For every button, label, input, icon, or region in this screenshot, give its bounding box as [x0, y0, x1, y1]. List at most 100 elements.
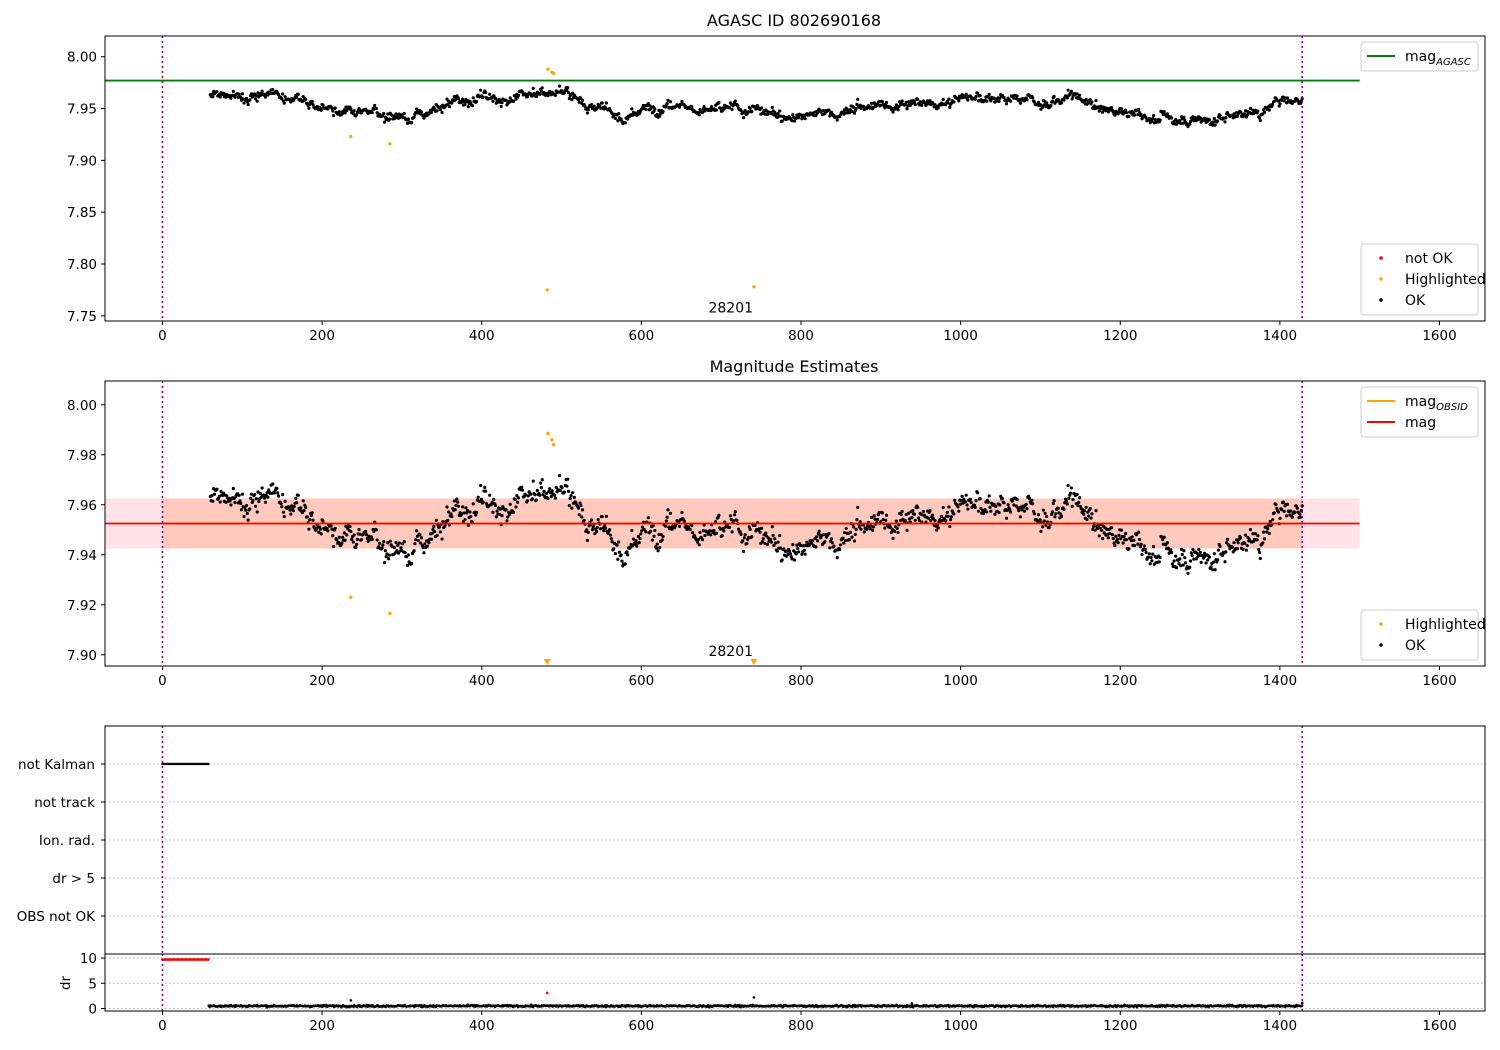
p2-ok-point	[1087, 514, 1091, 518]
p2-ok-point	[862, 530, 866, 534]
p2-ok-point	[750, 535, 754, 539]
p1-ok-point	[352, 109, 356, 113]
p2-ok-point	[651, 524, 655, 528]
p2-ok-point	[566, 489, 571, 493]
p1-ok-point	[1087, 101, 1091, 105]
p2-ok-point	[958, 502, 963, 506]
p2-ok-point	[568, 496, 572, 501]
p2-ok-point	[1243, 541, 1247, 545]
p2-ok-point	[1100, 536, 1105, 541]
p2-ok-point	[542, 489, 546, 494]
p1-ok-point	[488, 92, 492, 96]
p1-ok-point	[311, 102, 315, 107]
p2-ok-point	[393, 551, 397, 555]
p2-ok-point	[868, 527, 872, 531]
p1-ok-point	[233, 95, 237, 99]
p2-ok-point	[534, 498, 539, 502]
p1-ok-point	[852, 111, 857, 115]
p2-ok-point	[352, 533, 356, 537]
p2-ok-point	[1114, 534, 1118, 538]
p2-ok-point	[548, 487, 552, 491]
p2-ok-point	[695, 540, 700, 544]
p2-ok-point	[1064, 499, 1069, 504]
p1-ok-point	[604, 101, 608, 105]
p2-ok-point	[1262, 537, 1267, 541]
p2-ok-point	[1295, 506, 1299, 510]
p2-ok-point	[1197, 547, 1201, 552]
p1-ytick-label: 7.95	[67, 102, 97, 118]
p2-ok-point	[419, 541, 423, 545]
p1-ytick-label: 7.80	[67, 257, 97, 273]
p2-ok-point	[636, 534, 640, 538]
panel1-frame	[104, 35, 1486, 322]
p2-ok-point	[944, 519, 948, 523]
p2-ok-point	[830, 541, 834, 545]
p2-ok-point	[871, 525, 875, 529]
p2-ok-point	[455, 497, 459, 501]
p1-ok-point	[1298, 101, 1303, 105]
p2-highlighted-point	[550, 438, 554, 442]
p2-ok-point	[1151, 552, 1155, 556]
p1-ok-point	[577, 100, 581, 104]
p2-ok-point	[684, 523, 688, 528]
p2-ok-point	[589, 518, 594, 522]
p1-ok-point	[231, 89, 235, 94]
p2-ok-point	[1280, 508, 1284, 512]
p2-ok-point	[354, 545, 358, 550]
p2-ok-point	[1165, 541, 1170, 545]
p2-ok-point	[1271, 518, 1275, 522]
p2-ok-point	[383, 549, 387, 553]
p1-ok-point	[947, 97, 951, 101]
p2-xtick-label: 200	[309, 673, 335, 689]
p2-ok-point	[631, 537, 636, 541]
p2-ok-point	[1096, 524, 1101, 528]
p2-ok-point	[680, 510, 684, 515]
p1-ok-point	[508, 96, 512, 100]
p2-ok-point	[815, 539, 820, 543]
p2-ok-point	[1008, 510, 1013, 514]
p2-ok-point	[595, 525, 599, 530]
p1-ok-point	[256, 91, 260, 95]
p2-ok-point	[911, 508, 915, 513]
p2-ok-point	[453, 508, 457, 512]
p1-ok-point	[894, 103, 898, 107]
p2-ok-point	[957, 509, 961, 513]
p1-ok-point	[1032, 100, 1036, 104]
p1-ok-point	[898, 103, 903, 107]
p2-ok-point	[829, 537, 834, 541]
p1-ok-point	[913, 103, 917, 107]
p2-ok-point	[336, 540, 341, 545]
p1-ok-point	[613, 116, 617, 121]
p1-ytick-label: 7.90	[67, 153, 97, 169]
p2-ok-point	[490, 500, 494, 504]
p2-ok-point	[872, 514, 876, 518]
p2-ok-point	[717, 513, 721, 517]
p2-ok-point	[377, 541, 382, 545]
panel2-frame	[104, 380, 1486, 667]
p2-ok-point	[1093, 528, 1097, 532]
p1-ok-point	[780, 119, 784, 123]
p2-ok-point	[425, 544, 429, 548]
p2-ok-point	[227, 496, 231, 500]
p1-ok-point	[794, 116, 798, 121]
p4-xtick-label: 1600	[1422, 1018, 1456, 1034]
p2-ok-point	[780, 558, 784, 562]
p1-ok-point	[282, 101, 286, 105]
p4-ytick-label: 5	[88, 976, 97, 992]
p2-ok-point	[337, 535, 341, 539]
p1-ok-point	[1179, 121, 1183, 126]
p1-ok-point	[1050, 99, 1055, 103]
p1-ok-point	[653, 107, 657, 111]
p2-ok-point	[456, 504, 461, 508]
p2-ok-point	[350, 537, 354, 542]
p2-ok-point	[1281, 500, 1285, 504]
p1-ok-point	[289, 100, 293, 104]
p1-ok-point	[1100, 110, 1105, 114]
p2-ok-point	[582, 518, 586, 522]
p2-ok-point	[657, 532, 661, 536]
p2-ok-point	[761, 537, 765, 541]
p2-ok-point	[354, 542, 359, 546]
p2-ok-point	[1204, 561, 1208, 565]
p2-ok-point	[735, 518, 739, 522]
